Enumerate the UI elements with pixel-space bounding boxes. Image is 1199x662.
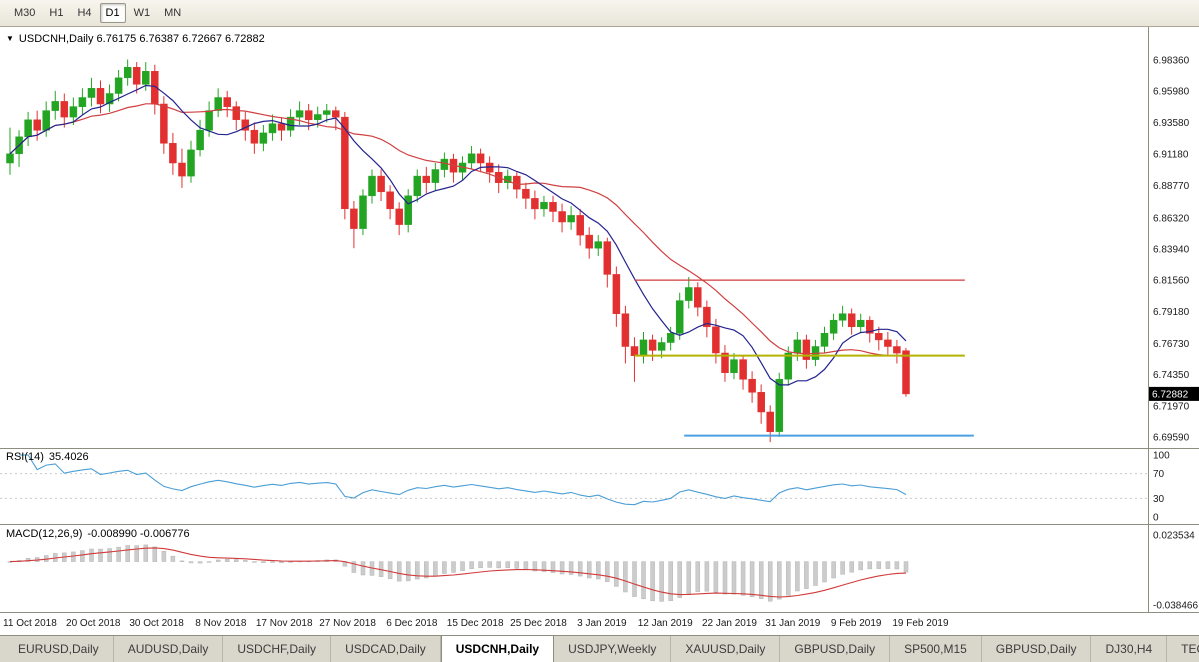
chart-tab-xauusd[interactable]: XAUUSD,Daily	[671, 636, 781, 662]
chart-canvas[interactable]: 6.98360 6.95980 6.93580 6.91180 6.88770 6.863…	[0, 27, 1199, 635]
rsi-name: RSI(14)	[6, 451, 44, 463]
svg-text:8 Nov 2018: 8 Nov 2018	[195, 618, 247, 629]
svg-text:27 Nov 2018: 27 Nov 2018	[319, 618, 376, 629]
svg-text:6.74350: 6.74350	[1153, 370, 1190, 381]
chart-tab-usdchf[interactable]: USDCHF,Daily	[223, 636, 332, 662]
svg-text:6.71970: 6.71970	[1153, 401, 1190, 412]
macd-histogram	[7, 544, 909, 602]
macd-signal-line	[9, 547, 907, 598]
current-price-badge	[1149, 386, 1199, 401]
svg-text:6.72882: 6.72882	[1152, 389, 1189, 400]
macd-name: MACD(12,26,9)	[6, 528, 83, 540]
timeframe-button-w1[interactable]: W1	[133, 7, 151, 19]
svg-text:70: 70	[1153, 469, 1165, 480]
timeframe-button-m30[interactable]: M30	[14, 7, 36, 19]
svg-text:6.83940: 6.83940	[1153, 244, 1190, 255]
macd-axis: 0.023534 -0.038466	[1153, 531, 1198, 612]
svg-text:3 Jan 2019: 3 Jan 2019	[577, 618, 627, 629]
chart-tab-gbpusd[interactable]: GBPUSD,Daily	[780, 636, 891, 662]
svg-text:6.79180: 6.79180	[1153, 307, 1190, 318]
timeframe-button-mn[interactable]: MN	[164, 7, 182, 19]
timeframe-button-h1[interactable]: H1	[49, 7, 64, 19]
svg-text:19 Feb 2019: 19 Feb 2019	[892, 618, 949, 629]
svg-text:15 Dec 2018: 15 Dec 2018	[447, 618, 504, 629]
chart-tab-eurusd[interactable]: EURUSD,Daily	[4, 636, 114, 662]
rsi-indicator-label: RSI(14) 35.4026	[6, 451, 89, 463]
svg-text:0: 0	[1153, 513, 1159, 524]
timeframe-button-h4[interactable]: H4	[77, 7, 92, 19]
chart-tab-usdcad[interactable]: USDCAD,Daily	[331, 636, 441, 662]
chart-tab-usdjpy[interactable]: USDJPY,Weekly	[554, 636, 672, 662]
svg-text:-0.038466: -0.038466	[1153, 601, 1198, 612]
rsi-axis: 100 70 30 0	[1153, 451, 1170, 524]
macd-values: -0.008990 -0.006776	[87, 528, 190, 540]
svg-text:6.95980: 6.95980	[1153, 87, 1190, 98]
ma-slow-line	[9, 103, 907, 358]
chart-tab-tech100[interactable]: TECH100,Daily	[1167, 636, 1199, 662]
svg-text:12 Jan 2019: 12 Jan 2019	[638, 618, 693, 629]
svg-text:0.023534: 0.023534	[1153, 531, 1195, 542]
chart-tab-dj30[interactable]: DJ30,H4	[1091, 636, 1168, 662]
svg-text:6.81560: 6.81560	[1153, 276, 1190, 287]
svg-text:30 Oct 2018: 30 Oct 2018	[129, 618, 184, 629]
svg-text:20 Oct 2018: 20 Oct 2018	[66, 618, 121, 629]
chart-dropdown-icon[interactable]: ▼	[6, 34, 14, 43]
candles	[6, 59, 910, 443]
svg-text:17 Nov 2018: 17 Nov 2018	[256, 618, 313, 629]
svg-text:6.88770: 6.88770	[1153, 181, 1190, 192]
chart-tab-audusd[interactable]: AUDUSD,Daily	[114, 636, 224, 662]
svg-text:22 Jan 2019: 22 Jan 2019	[702, 618, 757, 629]
svg-text:6.76730: 6.76730	[1153, 339, 1190, 350]
svg-text:6 Dec 2018: 6 Dec 2018	[386, 618, 438, 629]
svg-text:6.86320: 6.86320	[1153, 213, 1190, 224]
chart-title-text: USDCNH,Daily 6.76175 6.76387 6.72667 6.7…	[18, 33, 265, 45]
rsi-line	[19, 454, 907, 506]
chart-background	[0, 27, 1199, 635]
symbol-tab-bar: EURUSD,Daily AUDUSD,Daily USDCHF,Daily USDC…	[0, 635, 1199, 662]
svg-text:11 Oct 2018: 11 Oct 2018	[3, 618, 57, 629]
svg-text:100: 100	[1153, 451, 1170, 462]
chart-title: ▼ USDCNH,Daily 6.76175 6.76387 6.72667 6…	[6, 33, 265, 45]
timeframe-button-d1[interactable]: D1	[99, 3, 126, 23]
svg-text:6.93580: 6.93580	[1153, 118, 1190, 129]
chart-window: 6.98360 6.95980 6.93580 6.91180 6.88770 6.863…	[0, 27, 1199, 635]
date-axis: 11 Oct 2018 20 Oct 2018 30 Oct 2018 8 Nov 2…	[3, 618, 949, 629]
svg-text:6.91180: 6.91180	[1153, 150, 1189, 161]
svg-text:9 Feb 2019: 9 Feb 2019	[831, 618, 882, 629]
rsi-value: 35.4026	[48, 451, 89, 463]
chart-tab-gbpusd[interactable]: GBPUSD,Daily	[982, 636, 1092, 662]
timeframe-toolbar: M30 H1 H4 D1 W1 MN	[0, 0, 1199, 27]
svg-text:25 Dec 2018: 25 Dec 2018	[510, 618, 567, 629]
chart-tab-usdcnh[interactable]: USDCNH,Daily	[440, 636, 555, 662]
svg-text:31 Jan 2019: 31 Jan 2019	[765, 618, 820, 629]
macd-indicator-label: MACD(12,26,9) -0.008990 -0.006776	[6, 528, 190, 540]
price-axis: 6.98360 6.95980 6.93580 6.91180 6.88770 6.863…	[1153, 56, 1190, 444]
svg-text:6.69590: 6.69590	[1153, 433, 1190, 444]
chart-tab-sp500[interactable]: SP500,M15	[890, 636, 982, 662]
svg-text:6.98360: 6.98360	[1153, 56, 1190, 67]
svg-text:30: 30	[1153, 494, 1165, 505]
